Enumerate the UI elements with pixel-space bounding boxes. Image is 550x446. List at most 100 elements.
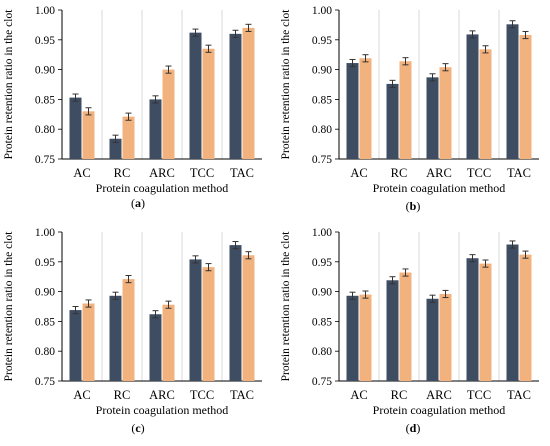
- bar-series2-tcc: [479, 263, 492, 381]
- bar-series1-arc: [149, 99, 162, 159]
- bar-series1-rc: [386, 280, 399, 381]
- bar-series2-arc: [439, 67, 452, 159]
- bar-series2-rc: [122, 116, 135, 159]
- y-axis-title: Protein retention ratio in the clot: [3, 9, 15, 160]
- panel-label: (a): [131, 196, 145, 210]
- y-tick-label: 0.95: [35, 35, 55, 47]
- panel-label: (c): [131, 421, 144, 435]
- x-tick-label: RC: [114, 388, 131, 402]
- x-tick-label: ARC: [149, 388, 175, 402]
- y-axis-title: Protein retention ratio in the clot: [3, 231, 15, 382]
- y-tick-label: 0.75: [312, 154, 332, 166]
- y-tick-label: 0.75: [35, 376, 55, 388]
- y-tick-label: 0.85: [312, 316, 332, 328]
- y-tick-label: 0.80: [35, 346, 55, 358]
- panel-label: (d): [406, 421, 421, 435]
- bar-series1-tac: [506, 24, 519, 159]
- x-tick-label: TCC: [190, 166, 214, 180]
- x-tick-label: RC: [391, 388, 408, 402]
- bar-series1-ac: [346, 63, 359, 159]
- y-tick-label: 0.85: [35, 94, 55, 106]
- bar-series1-arc: [426, 298, 439, 381]
- bar-series1-tcc: [466, 34, 479, 159]
- x-tick-label: TAC: [507, 388, 531, 402]
- x-tick-label: AC: [350, 388, 367, 402]
- bar-series2-tac: [242, 27, 255, 159]
- bar-series1-rc: [386, 83, 399, 159]
- x-axis-title: Protein coagulation method: [96, 403, 229, 417]
- bar-series2-ac: [359, 58, 372, 159]
- bar-series2-arc: [439, 293, 452, 381]
- y-tick-label: 0.90: [35, 65, 55, 77]
- x-tick-label: ARC: [426, 166, 452, 180]
- x-tick-label: TAC: [507, 166, 531, 180]
- bar-series1-ac: [69, 97, 82, 159]
- bar-series1-tcc: [189, 32, 202, 160]
- x-axis-title: Protein coagulation method: [373, 181, 506, 195]
- y-tick-label: 1.00: [312, 227, 332, 239]
- y-axis-title: Protein retention ratio in the clot: [280, 9, 292, 160]
- panel-label: (b): [406, 199, 421, 213]
- bar-series1-tac: [506, 244, 519, 381]
- bar-series2-tac: [242, 255, 255, 381]
- x-tick-label: ARC: [426, 388, 452, 402]
- x-tick-label: TAC: [230, 166, 254, 180]
- y-tick-label: 0.95: [35, 257, 55, 269]
- bar-series2-arc: [162, 304, 175, 381]
- x-tick-label: TCC: [467, 166, 491, 180]
- bar-series1-tcc: [466, 258, 479, 381]
- y-tick-label: 0.85: [312, 94, 332, 106]
- bar-series1-rc: [109, 138, 122, 159]
- x-axis-title: Protein coagulation method: [96, 181, 229, 195]
- bar-series2-ac: [82, 303, 95, 381]
- bar-series2-rc: [122, 279, 135, 381]
- bar-series2-rc: [399, 272, 412, 381]
- bar-series2-tcc: [479, 49, 492, 159]
- bar-series2-tcc: [202, 267, 215, 381]
- bar-series1-tcc: [189, 259, 202, 381]
- bar-series1-ac: [69, 310, 82, 381]
- bar-series1-arc: [426, 77, 439, 159]
- x-tick-label: AC: [73, 166, 90, 180]
- bar-series1-arc: [149, 314, 162, 381]
- bar-series1-ac: [346, 295, 359, 381]
- y-tick-label: 0.90: [312, 287, 332, 299]
- x-tick-label: TCC: [467, 388, 491, 402]
- y-tick-label: 1.00: [35, 227, 55, 239]
- bar-series2-tac: [519, 254, 532, 381]
- y-tick-label: 1.00: [312, 5, 332, 17]
- y-tick-label: 0.80: [312, 124, 332, 136]
- bar-series2-arc: [162, 69, 175, 159]
- bar-series1-rc: [109, 295, 122, 381]
- y-tick-label: 0.95: [312, 257, 332, 269]
- bar-series1-tac: [229, 245, 242, 381]
- bar-series2-rc: [399, 61, 412, 160]
- y-tick-label: 0.80: [312, 346, 332, 358]
- x-tick-label: TAC: [230, 388, 254, 402]
- x-tick-label: AC: [73, 388, 90, 402]
- y-tick-label: 0.90: [35, 287, 55, 299]
- bar-series2-tcc: [202, 48, 215, 159]
- bar-series1-tac: [229, 33, 242, 160]
- bar-series2-ac: [82, 111, 95, 159]
- y-tick-label: 0.80: [35, 124, 55, 136]
- y-tick-label: 0.90: [312, 65, 332, 77]
- y-tick-label: 0.75: [312, 376, 332, 388]
- y-tick-label: 0.85: [35, 316, 55, 328]
- x-tick-label: AC: [350, 166, 367, 180]
- x-tick-label: RC: [114, 166, 131, 180]
- y-tick-label: 1.00: [35, 5, 55, 17]
- bar-series2-ac: [359, 294, 372, 381]
- y-axis-title: Protein retention ratio in the clot: [280, 231, 292, 382]
- x-tick-label: RC: [391, 166, 408, 180]
- x-tick-label: ARC: [149, 166, 175, 180]
- y-tick-label: 0.75: [35, 154, 55, 166]
- x-axis-title: Protein coagulation method: [373, 403, 506, 417]
- bar-series2-tac: [519, 35, 532, 160]
- y-tick-label: 0.95: [312, 35, 332, 47]
- x-tick-label: TCC: [190, 388, 214, 402]
